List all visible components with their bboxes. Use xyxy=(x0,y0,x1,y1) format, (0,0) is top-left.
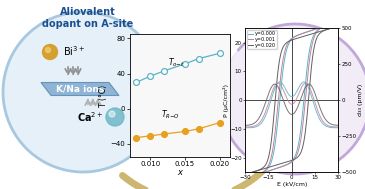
Text: $T_{o\mathregular{-}t}$: $T_{o\mathregular{-}t}$ xyxy=(168,57,184,69)
Point xyxy=(196,57,202,60)
Point xyxy=(147,134,153,137)
Y-axis label: d₃₃ (pm/V): d₃₃ (pm/V) xyxy=(358,84,363,116)
Circle shape xyxy=(106,108,124,126)
Text: Ca$^{2+}$: Ca$^{2+}$ xyxy=(77,110,103,124)
Point xyxy=(217,121,223,124)
Point xyxy=(196,127,202,130)
Legend: y=0.000, y=0.001, y=0.020: y=0.000, y=0.001, y=0.020 xyxy=(247,30,277,49)
X-axis label: E (kV/cm): E (kV/cm) xyxy=(277,182,307,187)
Y-axis label: P (μC/cm²): P (μC/cm²) xyxy=(223,84,229,117)
Circle shape xyxy=(42,44,58,60)
Point xyxy=(161,132,167,136)
Text: Aliovalent
dopant on A-site: Aliovalent dopant on A-site xyxy=(42,7,134,29)
Circle shape xyxy=(3,12,163,172)
Point xyxy=(134,81,139,84)
Point xyxy=(147,75,153,78)
X-axis label: x: x xyxy=(177,168,182,177)
Text: Bi$^{3+}$: Bi$^{3+}$ xyxy=(63,44,85,58)
Text: $T_{R\mathregular{-}O}$: $T_{R\mathregular{-}O}$ xyxy=(161,108,180,121)
Point xyxy=(182,130,188,133)
Point xyxy=(161,69,167,72)
Polygon shape xyxy=(41,83,119,95)
Circle shape xyxy=(109,111,115,117)
Circle shape xyxy=(220,24,365,174)
Point xyxy=(134,136,139,139)
Y-axis label: T (°C): T (°C) xyxy=(99,84,108,107)
Text: K/Na ions: K/Na ions xyxy=(56,84,104,94)
Point xyxy=(217,52,223,55)
Circle shape xyxy=(46,47,50,53)
Point xyxy=(182,62,188,65)
